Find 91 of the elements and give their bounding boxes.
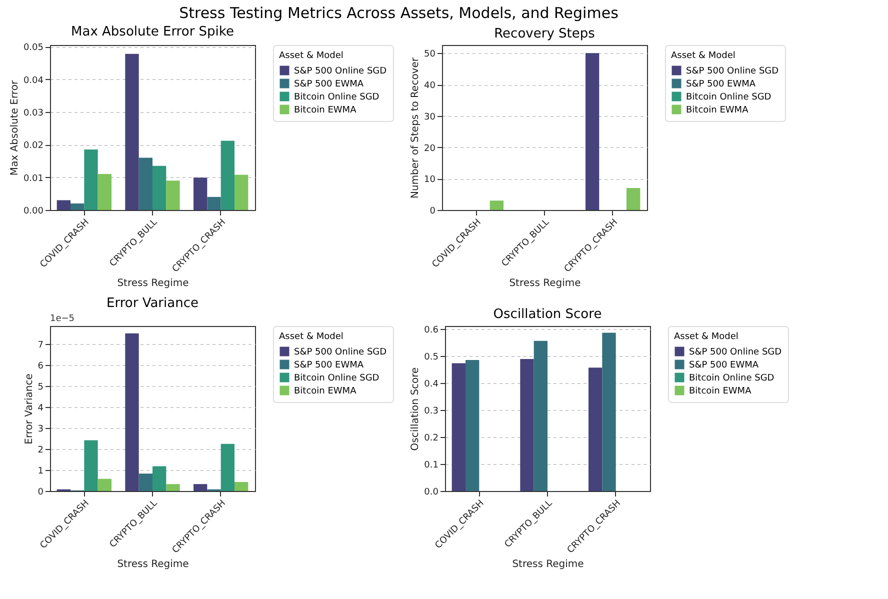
legend-label: Bitcoin EWMA [689, 386, 752, 396]
bar [490, 200, 504, 210]
bar [588, 368, 602, 491]
bar [602, 332, 616, 491]
y-tick-label: 0 [38, 488, 44, 498]
bar [234, 174, 248, 210]
y-tick-label: 20 [424, 144, 436, 154]
y-tick-label: 0.00 [23, 206, 44, 216]
legend-label: S&P 500 EWMA [689, 360, 760, 370]
bar [138, 158, 152, 210]
bar [125, 333, 139, 491]
chart-title: Max Absolute Error Spike [71, 24, 234, 40]
bar [138, 474, 152, 491]
y-tick-label: 50 [424, 50, 436, 60]
y-tick-label: 5 [38, 382, 44, 393]
bar [84, 440, 98, 491]
y-tick-label: 0.2 [424, 433, 438, 444]
bar [194, 178, 208, 210]
x-axis-title: Stress Regime [509, 278, 581, 289]
bar [466, 360, 480, 491]
text: Stress Testing Metrics Across Assets, Models, and Regimes [179, 4, 619, 22]
y-tick-label: 0 [430, 206, 436, 216]
x-axis-title: Stress Regime [512, 558, 584, 570]
bar [98, 174, 112, 210]
y-tick-label: 0.3 [424, 406, 438, 416]
bar [207, 196, 221, 210]
bar [194, 484, 208, 491]
y-tick-label: 6 [38, 362, 44, 372]
text: 1e−5 [50, 314, 75, 324]
bar [520, 358, 534, 491]
y-tick-label: 1 [38, 466, 44, 477]
y-tick-label: 0.01 [23, 174, 44, 184]
bar [166, 180, 180, 210]
chart-title: Oscillation Score [493, 306, 602, 322]
y-tick-label: 0.05 [23, 43, 44, 54]
legend-label: S&P 500 Online SGD [294, 66, 387, 76]
y-axis-title: Oscillation Score [410, 367, 422, 451]
bar [586, 53, 600, 210]
y-tick-label: 0.4 [424, 379, 439, 390]
y-tick-label: 0.02 [23, 141, 44, 152]
y-axis-title: Error Variance [24, 374, 35, 444]
y-tick-label: 0.1 [424, 460, 438, 470]
y-tick-label: 0.0 [424, 488, 439, 498]
x-axis-title: Stress Regime [117, 558, 189, 570]
y-tick-label: 0.04 [23, 76, 44, 86]
bar [220, 140, 234, 210]
y-tick-label: 0.6 [424, 325, 439, 336]
bar [452, 363, 466, 491]
bar [626, 188, 640, 210]
bar [70, 203, 84, 210]
bar [234, 482, 248, 491]
bar [152, 166, 166, 210]
y-tick-label: 7 [38, 340, 44, 351]
legend-label: Bitcoin Online SGD [294, 374, 380, 384]
y-axis-title: Max Absolute Error [9, 80, 20, 176]
bar [125, 54, 139, 210]
y-axis-title: Number of Steps to Recover [410, 56, 422, 198]
x-axis-title: Stress Regime [117, 278, 189, 289]
chart-title: Error Variance [106, 296, 198, 311]
bar [84, 150, 98, 210]
bar [56, 200, 70, 210]
legend-label: S&P 500 EWMA [294, 80, 364, 90]
legend-label: S&P 500 Online SGD [686, 66, 779, 76]
bar [152, 466, 166, 491]
y-tick-label: 10 [424, 175, 436, 186]
y-tick-label: 0.5 [424, 352, 438, 362]
legend-label: S&P 500 Online SGD [689, 348, 782, 358]
legend-label: S&P 500 Online SGD [294, 348, 387, 358]
y-tick-label: 3 [38, 424, 44, 435]
y-tick-label: 0.03 [23, 108, 44, 118]
bar [166, 484, 180, 491]
legend-label: Bitcoin EWMA [294, 106, 358, 116]
legend-label: Bitcoin Online SGD [294, 92, 380, 102]
bar [98, 478, 112, 491]
y-tick-label: 30 [424, 112, 436, 122]
legend-label: Bitcoin Online SGD [686, 92, 772, 102]
legend-title: Asset & Model [279, 332, 344, 342]
bar [534, 340, 548, 491]
y-tick-label: 4 [38, 404, 44, 414]
legend-label: Bitcoin EWMA [294, 386, 358, 396]
legend-label: S&P 500 EWMA [294, 360, 364, 370]
legend-label: Bitcoin Online SGD [689, 374, 774, 384]
chart-title: Recovery Steps [494, 26, 596, 42]
bar [220, 444, 234, 491]
y-tick-label: 2 [38, 446, 44, 456]
y-tick-label: 40 [424, 81, 436, 92]
legend-label: Bitcoin EWMA [686, 106, 750, 116]
legend-title: Asset & Model [279, 51, 344, 61]
legend-title: Asset & Model [674, 332, 738, 342]
legend-label: S&P 500 EWMA [686, 80, 756, 90]
legend-title: Asset & Model [671, 51, 736, 61]
